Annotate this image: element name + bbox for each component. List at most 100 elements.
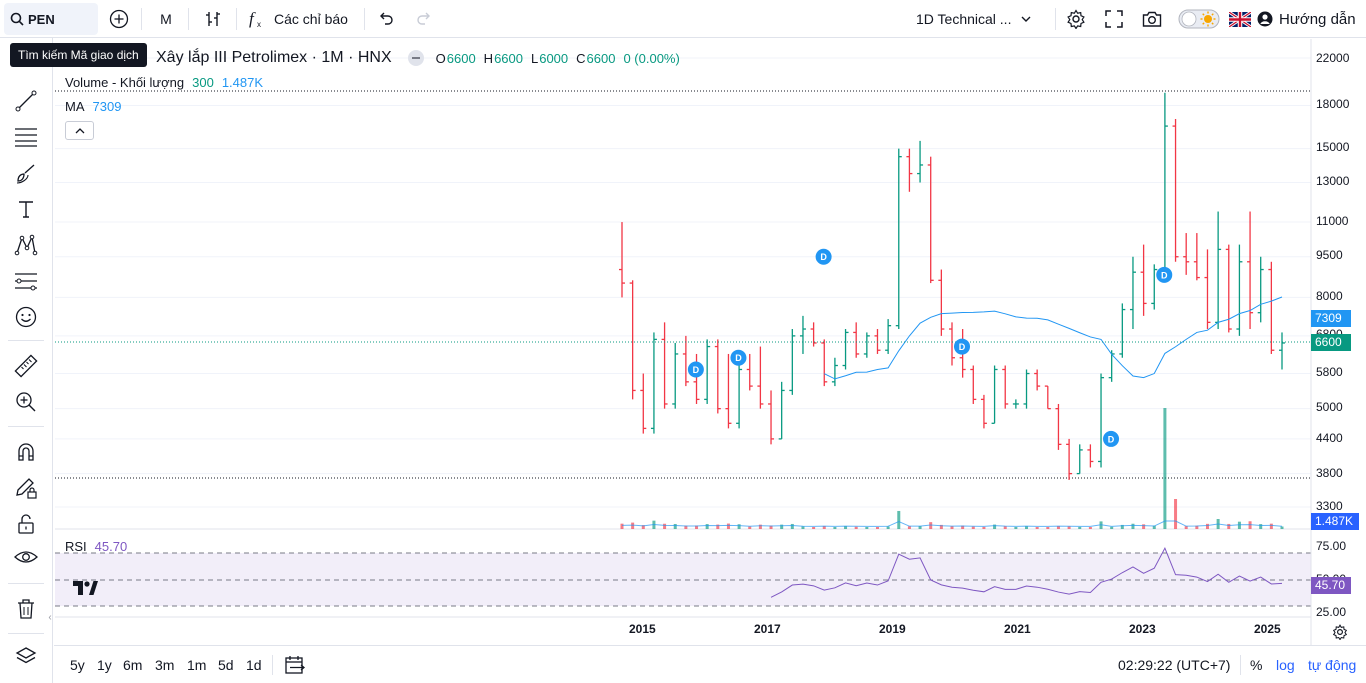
- zoom-in-tool[interactable]: [10, 386, 42, 418]
- prediction-tool[interactable]: [10, 265, 42, 297]
- language-button[interactable]: [1229, 0, 1251, 38]
- tradingview-logo: [73, 581, 98, 595]
- volume-bar: [886, 526, 890, 529]
- rsi-axis-label: 25.00: [1316, 605, 1347, 619]
- user-icon: [1257, 11, 1273, 27]
- dividend-marker[interactable]: [1103, 430, 1120, 447]
- go-to-date-button[interactable]: [284, 654, 306, 676]
- main-series-legend[interactable]: Xây lắp III Petrolimex · 1M · HNX O 6600 …: [156, 48, 688, 68]
- price-axis-label: 3800: [1316, 466, 1343, 480]
- snapshot-button[interactable]: [1140, 0, 1164, 38]
- dividend-marker[interactable]: [1156, 266, 1173, 283]
- interval-button[interactable]: M: [160, 11, 172, 27]
- grid-lines: [55, 57, 1311, 508]
- stay-in-drawing-mode-tool[interactable]: [10, 472, 42, 504]
- volume-bar: [790, 523, 794, 529]
- object-tree-tool[interactable]: [10, 641, 42, 673]
- volume-bar: [971, 526, 975, 529]
- measure-tool[interactable]: [10, 350, 42, 382]
- volume-bar: [1237, 521, 1241, 529]
- theme-toggle[interactable]: [1178, 0, 1220, 38]
- layout-select[interactable]: 1D Technical ...: [916, 0, 1048, 38]
- brush-tool[interactable]: [10, 157, 42, 189]
- rsi-badge: 45.70: [1311, 577, 1351, 594]
- chevron-down-icon: [1021, 16, 1031, 22]
- dividend-marker[interactable]: [954, 338, 970, 355]
- dividend-marker[interactable]: [687, 361, 704, 378]
- low-label: L: [530, 50, 539, 66]
- range-1d-button[interactable]: 1d: [246, 657, 262, 673]
- settings-button[interactable]: [1064, 0, 1088, 38]
- rsi-legend[interactable]: RSI 45.70: [65, 537, 127, 555]
- time-axis-label: 2021: [1004, 622, 1031, 636]
- volume-bar: [620, 523, 624, 529]
- rsi-band-background: [55, 553, 1311, 606]
- guide-button[interactable]: Hướng dẫn: [1257, 0, 1365, 38]
- volume-bar: [1025, 526, 1029, 529]
- search-icon: [10, 12, 24, 26]
- chart-type-button[interactable]: [200, 0, 226, 38]
- range-1m-button[interactable]: 1m: [187, 657, 207, 673]
- volume-legend[interactable]: Volume - Khối lượng 300 1.487K: [65, 73, 263, 91]
- price-axis-label: 22000: [1316, 51, 1350, 65]
- symbol-search-button[interactable]: PEN: [4, 3, 98, 35]
- range-5d-button[interactable]: 5d: [218, 657, 234, 673]
- ma-label: MA: [65, 98, 85, 114]
- volume-bar: [1142, 524, 1146, 529]
- undo-button[interactable]: [374, 0, 398, 38]
- price-axis-label: 4400: [1316, 431, 1343, 445]
- range-5y-button[interactable]: 5y: [70, 657, 85, 673]
- volume-bar: [673, 523, 677, 529]
- fullscreen-button[interactable]: [1102, 0, 1126, 38]
- pattern-tool[interactable]: [10, 229, 42, 261]
- volume-bar: [1046, 527, 1050, 529]
- hide-drawings-tool[interactable]: [10, 541, 42, 573]
- trend-line-icon: [15, 90, 37, 112]
- collapse-legend-button[interactable]: [65, 121, 94, 140]
- axis-settings-button[interactable]: [1330, 622, 1350, 642]
- ma-value: 7309: [92, 98, 122, 114]
- bars-chart-icon: [206, 12, 220, 26]
- fib-retracement-tool[interactable]: [10, 121, 42, 153]
- last-price-badge: 6600: [1311, 334, 1351, 351]
- time-axis-label: 2025: [1254, 622, 1281, 636]
- emoji-tool[interactable]: [10, 301, 42, 333]
- ma-legend[interactable]: MA 7309: [65, 97, 121, 115]
- trend-line-tool[interactable]: [10, 85, 42, 117]
- eye-icon: [14, 551, 38, 563]
- auto-scale-button[interactable]: tự động: [1308, 657, 1357, 673]
- compare-symbol-button[interactable]: [108, 0, 130, 38]
- volume-bar: [1088, 527, 1092, 529]
- clock-label[interactable]: 02:29:22 (UTC+7): [1118, 657, 1231, 673]
- volume-bar: [631, 522, 635, 529]
- text-tool[interactable]: [10, 193, 42, 225]
- range-1y-button[interactable]: 1y: [97, 657, 112, 673]
- volume-bar: [1056, 526, 1060, 529]
- volume-bar: [1152, 525, 1156, 529]
- volume-bar: [1110, 526, 1114, 529]
- dividend-marker[interactable]: [730, 349, 747, 366]
- dividend-marker-label: D: [735, 353, 742, 363]
- volume-bar: [758, 524, 762, 529]
- remove-drawings-tool[interactable]: [10, 593, 42, 625]
- volume-bar: [1003, 526, 1007, 529]
- smile-icon: [15, 306, 37, 328]
- low-value: 6000: [539, 50, 569, 66]
- volume-bar: [716, 524, 720, 529]
- percent-scale-button[interactable]: %: [1250, 657, 1263, 673]
- undo-icon: [380, 12, 393, 25]
- range-3m-button[interactable]: 3m: [155, 657, 175, 673]
- volume-bar: [1195, 525, 1199, 529]
- redo-button[interactable]: [412, 0, 436, 38]
- magnet-tool[interactable]: [10, 436, 42, 468]
- chart-canvas[interactable]: D D D D D D: [54, 39, 1366, 645]
- collapse-toolbar-handle[interactable]: ‹: [48, 611, 52, 623]
- dividend-marker[interactable]: [815, 248, 832, 265]
- dividend-markers[interactable]: D D D D D D: [687, 248, 1173, 447]
- lock-drawings-tool[interactable]: [10, 508, 42, 540]
- volume-bar: [950, 526, 954, 529]
- log-scale-button[interactable]: log: [1276, 657, 1295, 673]
- range-6m-button[interactable]: 6m: [123, 657, 143, 673]
